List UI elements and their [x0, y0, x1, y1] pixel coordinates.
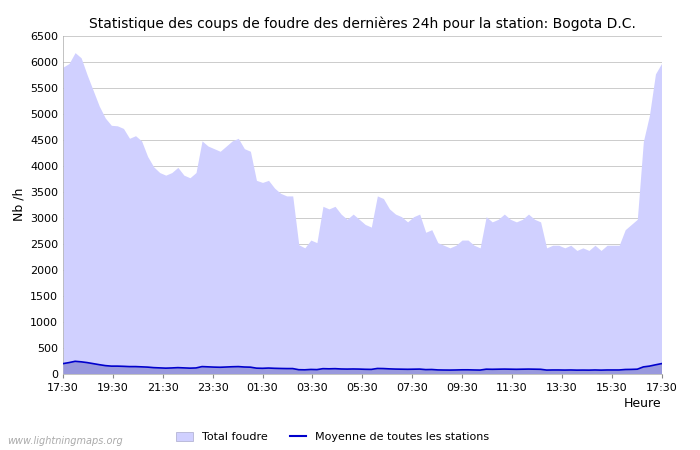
Title: Statistique des coups de foudre des dernières 24h pour la station: Bogota D.C.: Statistique des coups de foudre des dern… — [89, 16, 636, 31]
Y-axis label: Nb /h: Nb /h — [13, 188, 26, 221]
Text: Heure: Heure — [624, 397, 662, 410]
Text: www.lightningmaps.org: www.lightningmaps.org — [7, 436, 122, 446]
